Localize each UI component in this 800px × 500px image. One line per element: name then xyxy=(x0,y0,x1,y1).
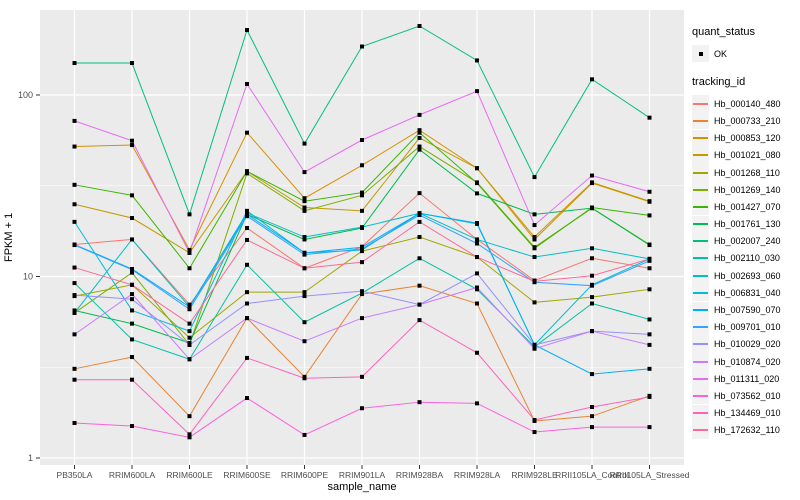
line-key-icon xyxy=(692,318,709,336)
legend-item-ok: OK xyxy=(692,45,798,63)
legend-title-quant-status: quant_status xyxy=(692,26,755,38)
legend-item-Hb_002007_240: Hb_002007_240 xyxy=(692,232,798,250)
svg-text:RRIM600LA: RRIM600LA xyxy=(109,470,156,480)
svg-text:1: 1 xyxy=(28,453,33,463)
line-key-icon xyxy=(692,249,709,267)
legend-item-label: Hb_009701_010 xyxy=(714,322,781,333)
svg-text:RRIM600SE: RRIM600SE xyxy=(223,470,271,480)
line-key-icon xyxy=(692,370,709,388)
line-key-icon xyxy=(692,387,709,405)
legend-item-label: Hb_000140_480 xyxy=(714,98,781,109)
line-key-icon xyxy=(692,404,709,422)
y-tick-labels: 1 10 100 xyxy=(18,90,33,463)
legend-item-Hb_009701_010: Hb_009701_010 xyxy=(692,318,798,336)
line-key-icon xyxy=(692,284,709,302)
x-axis-title: sample_name xyxy=(327,481,397,493)
legend-item-label: Hb_002693_060 xyxy=(714,270,781,281)
legend-item-Hb_010029_020: Hb_010029_020 xyxy=(692,335,798,353)
line-key-icon xyxy=(692,146,709,164)
svg-text:10: 10 xyxy=(23,272,33,282)
line-key-icon xyxy=(692,232,709,250)
line-key-icon xyxy=(692,267,709,285)
legend-series-list: Hb_000140_480 Hb_000733_210 Hb_000853_120 H… xyxy=(692,95,798,439)
legend-item-label: Hb_001427_070 xyxy=(714,201,781,212)
line-key-icon xyxy=(692,164,709,182)
svg-text:RRIM928LA: RRIM928LA xyxy=(454,470,501,480)
legend-item-label: Hb_010029_020 xyxy=(714,339,781,350)
legend-item-label: OK xyxy=(714,48,728,59)
legend-item-label: Hb_001761_130 xyxy=(714,219,781,230)
legend-item-Hb_001427_070: Hb_001427_070 xyxy=(692,198,798,216)
legend-item-label: Hb_010874_020 xyxy=(714,356,781,367)
svg-text:RRII105LA_Control: RRII105LA_Control xyxy=(555,470,629,480)
svg-text:RRIM928BA: RRIM928BA xyxy=(396,470,444,480)
svg-text:RRIM928LE: RRIM928LE xyxy=(511,470,558,480)
legend-item-Hb_172632_110: Hb_172632_110 xyxy=(692,421,798,439)
legend-item-Hb_000140_480: Hb_000140_480 xyxy=(692,95,798,113)
legend-item-label: Hb_172632_110 xyxy=(714,425,780,436)
svg-text:RRIM600PE: RRIM600PE xyxy=(281,470,329,480)
line-key-icon xyxy=(692,129,709,147)
legend-item-Hb_000733_210: Hb_000733_210 xyxy=(692,112,798,130)
legend-item-label: Hb_001021_080 xyxy=(714,150,781,161)
legend-title-tracking-id: tracking_id xyxy=(692,76,746,89)
legend-item-Hb_000853_120: Hb_000853_120 xyxy=(692,129,798,147)
svg-text:100: 100 xyxy=(18,90,33,100)
legend-item-Hb_006831_040: Hb_006831_040 xyxy=(692,284,798,302)
legend-item-label: Hb_001269_140 xyxy=(714,184,781,195)
legend-item-Hb_134469_010: Hb_134469_010 xyxy=(692,404,798,422)
line-key-icon xyxy=(692,198,709,216)
line-key-icon xyxy=(692,335,709,353)
legend-item-Hb_073562_010: Hb_073562_010 xyxy=(692,387,798,405)
line-key-icon xyxy=(692,181,709,199)
point-key-icon xyxy=(692,45,709,63)
legend-item-label: Hb_000853_120 xyxy=(714,133,781,144)
x-tick-labels: PB350LA RRIM600LA RRIM600LE RRIM600SE RRIM60… xyxy=(57,470,690,480)
legend-item-Hb_002693_060: Hb_002693_060 xyxy=(692,267,798,285)
legend-item-Hb_011311_020: Hb_011311_020 xyxy=(692,370,798,388)
legend-item-Hb_001268_110: Hb_001268_110 xyxy=(692,164,798,182)
legend-item-label: Hb_006831_040 xyxy=(714,287,781,298)
line-key-icon xyxy=(692,421,709,439)
svg-text:RRII105LA_Stressed: RRII105LA_Stressed xyxy=(610,470,690,480)
legend-item-label: Hb_011311_020 xyxy=(714,373,780,384)
legend-item-Hb_002110_030: Hb_002110_030 xyxy=(692,249,798,267)
line-key-icon xyxy=(692,301,709,319)
legend-item-label: Hb_000733_210 xyxy=(714,115,781,126)
data-points xyxy=(72,23,652,440)
line-key-icon xyxy=(692,112,709,130)
legend-item-label: Hb_002007_240 xyxy=(714,236,781,247)
svg-text:RRIM600LE: RRIM600LE xyxy=(166,470,213,480)
legend-item-label: Hb_002110_030 xyxy=(714,253,780,264)
y-axis-title: FPKM + 1 xyxy=(3,212,15,263)
axis-ticks xyxy=(36,94,650,469)
line-key-icon xyxy=(692,353,709,371)
legend-item-Hb_007590_070: Hb_007590_070 xyxy=(692,301,798,319)
legend-item-Hb_010874_020: Hb_010874_020 xyxy=(692,353,798,371)
plot-area: 1 10 100 PB350LA RRIM600LA RRIM600LE RRIM600SE… xyxy=(18,10,690,480)
legend-item-Hb_001761_130: Hb_001761_130 xyxy=(692,215,798,233)
legend-item-Hb_001269_140: Hb_001269_140 xyxy=(692,181,798,199)
line-key-icon xyxy=(692,215,709,233)
legend-item-label: Hb_073562_010 xyxy=(714,390,781,401)
svg-text:RRIM901LA: RRIM901LA xyxy=(339,470,386,480)
legend-item-label: Hb_001268_110 xyxy=(714,167,780,178)
legend-item-label: Hb_007590_070 xyxy=(714,305,781,316)
legend: quant_status OK tracking_id Hb_000140_48… xyxy=(692,26,798,439)
line-key-icon xyxy=(692,95,709,113)
legend-item-Hb_001021_080: Hb_001021_080 xyxy=(692,146,798,164)
svg-text:PB350LA: PB350LA xyxy=(57,470,93,480)
legend-item-label: Hb_134469_010 xyxy=(714,408,781,419)
